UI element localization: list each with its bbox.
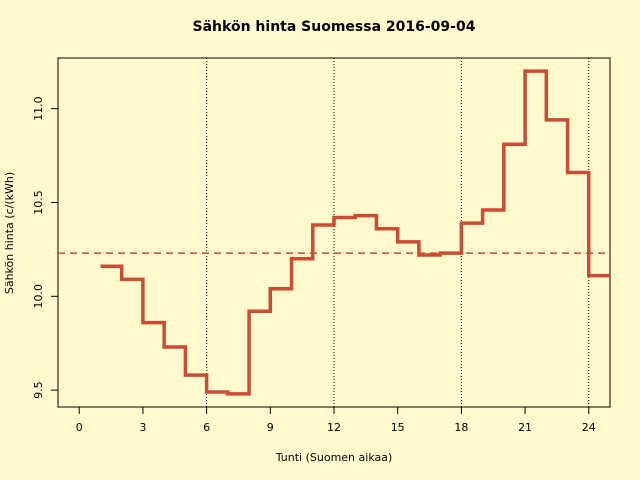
x-tick-label: 12: [327, 421, 341, 434]
y-tick-label: 9.5: [32, 381, 45, 399]
x-axis-label: Tunti (Suomen aikaa): [275, 451, 393, 464]
x-tick-label: 15: [391, 421, 405, 434]
x-tick-label: 18: [454, 421, 468, 434]
x-tick-label: 24: [582, 421, 596, 434]
y-tick-label: 11.0: [32, 96, 45, 121]
x-tick-label: 6: [203, 421, 210, 434]
y-tick-label: 10.5: [32, 190, 45, 215]
x-tick-label: 0: [76, 421, 83, 434]
chart-title: Sähkön hinta Suomessa 2016-09-04: [193, 19, 476, 35]
x-tick-label: 9: [267, 421, 274, 434]
y-tick-label: 10.0: [32, 284, 45, 309]
y-axis-label: Sähkön hinta (c/(kWh): [3, 172, 16, 294]
x-tick-label: 21: [518, 421, 532, 434]
price-line: [100, 69, 610, 396]
x-tick-label: 3: [139, 421, 146, 434]
